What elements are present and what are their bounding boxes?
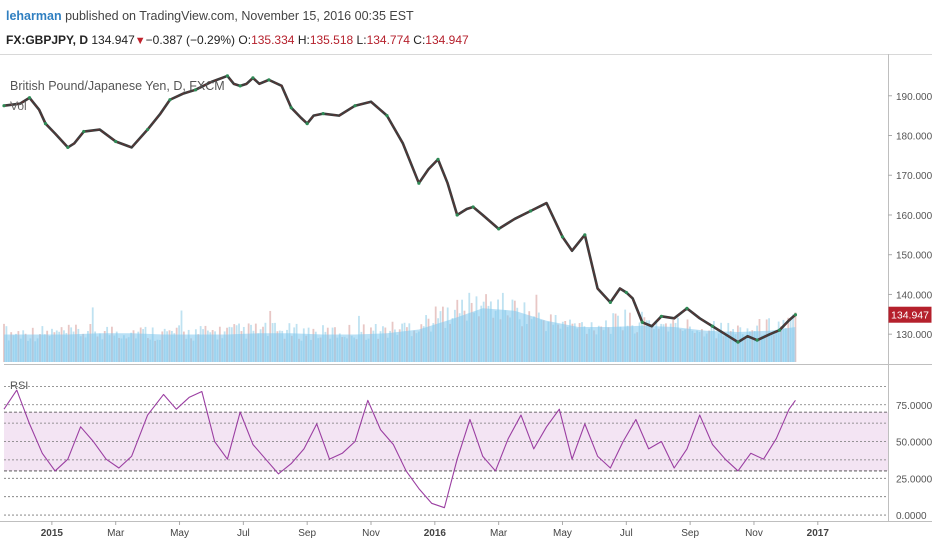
published-text: published on TradingView.com, November 1… — [65, 9, 414, 23]
symbol-info: FX:GBPJPY, D 134.947▼−0.387 (−0.29%) O:1… — [6, 33, 469, 47]
price-point — [417, 181, 421, 185]
high-value: 135.518 — [309, 33, 354, 47]
rsi-grid — [4, 385, 888, 516]
rsi-label: RSI — [10, 380, 28, 392]
axes: 134.947 130.000 140.000 150.000 160.000 170.0… — [41, 92, 932, 539]
rsi-tick-label: 75.0000 — [896, 401, 932, 412]
price-tick-label: 150.000 — [896, 251, 932, 262]
price-point — [685, 306, 689, 310]
symbol-label: FX:GBPJPY, D — [6, 33, 89, 47]
price-point — [353, 104, 357, 108]
price-point — [305, 121, 309, 126]
price-point — [436, 157, 440, 161]
time-tick-label: May — [553, 528, 572, 539]
price-point — [583, 233, 587, 237]
time-tick-label: 2016 — [424, 528, 447, 539]
time-tick-label: Mar — [107, 528, 125, 539]
price-point — [471, 205, 475, 209]
time-tick-label: May — [170, 528, 189, 539]
chart-title: British Pound/Japanese Yen, D, FXCM — [10, 79, 225, 93]
publish-info: leharman published on TradingView.com, N… — [6, 9, 414, 23]
price-change: −0.387 (−0.29%) — [145, 33, 236, 47]
price-point — [736, 340, 740, 344]
volume-bar — [3, 323, 5, 362]
rsi-tick-label: 25.0000 — [896, 474, 932, 485]
price-tick-label: 190.000 — [896, 92, 932, 103]
time-tick-label: Jul — [620, 528, 633, 539]
price-point — [66, 145, 70, 150]
rsi-tick-label: 0.0000 — [896, 511, 927, 522]
chart-frame — [0, 54, 932, 522]
price-point — [238, 84, 242, 88]
price-point — [114, 139, 118, 144]
author-link[interactable]: leharman — [6, 9, 62, 23]
price-pane — [2, 74, 798, 344]
price-point — [43, 121, 48, 126]
price-point — [608, 300, 612, 304]
rsi-pane — [3, 389, 796, 509]
price-point — [193, 88, 198, 92]
price-point — [659, 314, 664, 318]
price-point — [793, 313, 798, 317]
volume-ma-area — [4, 308, 796, 362]
volume-pane — [3, 292, 797, 362]
price-tick-label: 170.000 — [896, 171, 932, 182]
price-point — [225, 74, 229, 78]
price-tick-label: 130.000 — [896, 330, 932, 341]
price-point — [455, 213, 459, 217]
chart-header: leharman published on TradingView.com, N… — [0, 0, 932, 54]
price-point — [528, 209, 533, 213]
volume-label: Vol — [10, 99, 27, 113]
time-tick-label: Sep — [681, 528, 699, 539]
low-value: 134.774 — [366, 33, 410, 47]
last-price-label: 134.947 — [891, 310, 929, 322]
price-tick-label: 140.000 — [896, 290, 932, 301]
price-point — [168, 98, 172, 102]
price-tick-label: 180.000 — [896, 132, 932, 143]
low-label: L: — [356, 33, 367, 47]
price-point — [640, 320, 644, 324]
price-point — [321, 112, 325, 116]
close-value: 134.947 — [425, 33, 469, 47]
price-point — [27, 96, 32, 100]
price-point — [755, 338, 759, 342]
time-tick-label: Sep — [298, 528, 316, 539]
close-label: C: — [413, 33, 426, 47]
price-point — [560, 235, 565, 239]
open-label: O: — [238, 33, 252, 47]
price-line-accent — [3, 75, 796, 343]
rsi-tick-label: 50.0000 — [896, 438, 932, 449]
price-line — [3, 74, 797, 344]
rsi-line — [3, 389, 796, 509]
price-point — [624, 290, 628, 295]
open-value: 135.334 — [251, 33, 295, 47]
price-point — [777, 328, 782, 332]
down-triangle-icon: ▼ — [134, 35, 146, 47]
high-label: H: — [297, 33, 310, 47]
price-point — [2, 104, 6, 108]
price-point — [710, 324, 715, 328]
price-point — [289, 106, 293, 110]
time-tick-label: Nov — [745, 528, 763, 539]
price-point — [82, 129, 86, 134]
last-price: 134.947 — [91, 33, 135, 47]
time-tick-label: Mar — [490, 528, 508, 539]
price-tick-label: 160.000 — [896, 211, 932, 222]
time-tick-label: Jul — [237, 528, 250, 539]
last-price-tag — [888, 306, 932, 323]
price-point — [251, 76, 255, 80]
price-point — [146, 127, 150, 132]
time-tick-label: Nov — [362, 528, 380, 539]
price-point — [267, 78, 271, 82]
price-point — [497, 227, 501, 231]
price-point — [385, 114, 389, 118]
time-tick-label: 2015 — [41, 528, 64, 539]
time-tick-label: 2017 — [807, 528, 830, 539]
